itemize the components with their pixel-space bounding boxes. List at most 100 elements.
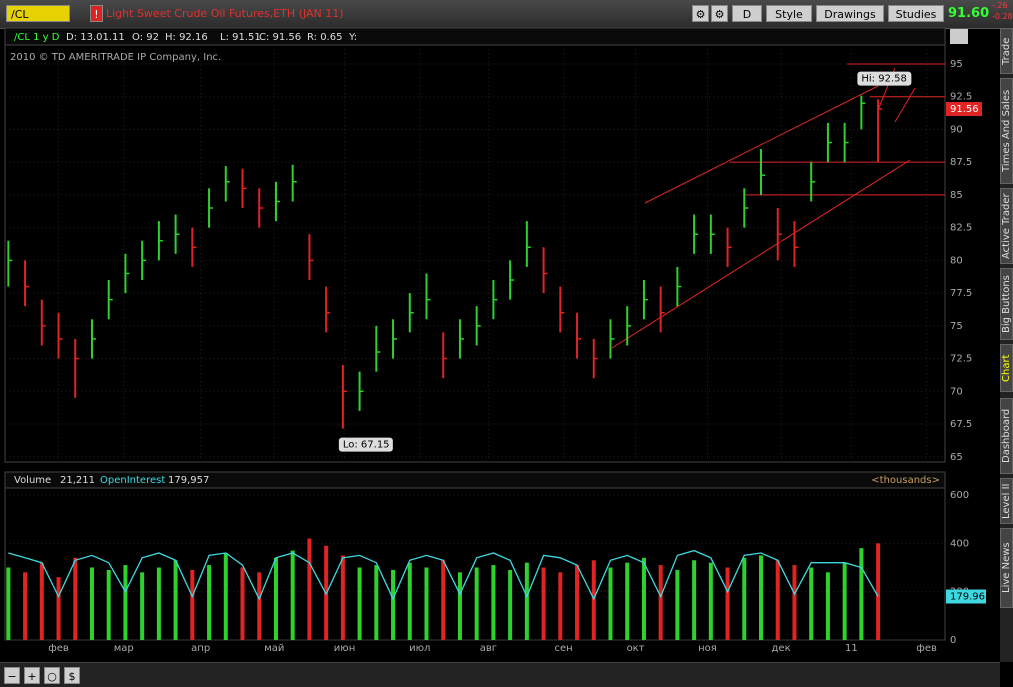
panel-icon[interactable] xyxy=(950,29,968,44)
volume-bar xyxy=(240,567,245,640)
volume-bar xyxy=(424,567,429,640)
volume-bar xyxy=(140,572,145,640)
volume-bar xyxy=(73,557,78,640)
side-tab[interactable]: Active Trader xyxy=(1000,188,1013,264)
alert-icon[interactable]: ! xyxy=(90,5,103,22)
y-tick-label: 72.5 xyxy=(950,354,972,365)
volume-bar xyxy=(156,567,161,640)
y-tick-label: 0 xyxy=(950,635,956,646)
x-tick-label: май xyxy=(264,643,284,654)
period-button[interactable]: D xyxy=(732,5,762,22)
change: -.26 xyxy=(992,1,1008,10)
volume-bar xyxy=(842,562,847,640)
units-label: <thousands> xyxy=(871,475,940,486)
side-tab[interactable]: Level II xyxy=(1000,478,1013,524)
side-tab[interactable]: Times And Sales xyxy=(1000,78,1013,184)
info-field: O: 92 xyxy=(132,32,159,43)
y-tick-label: 75 xyxy=(950,321,963,332)
y-tick-label: 400 xyxy=(950,538,969,549)
volume-bar xyxy=(173,560,178,640)
x-tick-label: окт xyxy=(627,643,645,654)
hi-label: Hi: 92.58 xyxy=(861,74,906,85)
volume-bar xyxy=(742,557,747,640)
volume-bar xyxy=(207,565,212,640)
volume-bar xyxy=(809,567,814,640)
studies-button[interactable]: Studies xyxy=(888,5,944,22)
zoom-button[interactable]: + xyxy=(24,667,40,684)
volume-bar xyxy=(307,538,312,640)
x-tick-label: фев xyxy=(916,643,937,654)
volume-bar xyxy=(257,572,262,640)
last-price: 91.60 xyxy=(948,6,990,21)
info-field: L: 91.51 xyxy=(220,32,261,43)
last-oi-label: 179.96 xyxy=(950,592,985,603)
volume-bar xyxy=(23,572,28,640)
volume-bar xyxy=(190,569,195,640)
y-tick-label: 92.5 xyxy=(950,92,972,103)
volume-bar xyxy=(106,569,111,640)
drawings-button[interactable]: Drawings xyxy=(816,5,884,22)
volume-bar xyxy=(859,548,864,640)
volume-bar xyxy=(825,572,830,640)
volume-bar xyxy=(725,567,730,640)
volume-bar xyxy=(89,567,94,640)
price-panel xyxy=(4,44,946,463)
y-tick-label: 95 xyxy=(950,59,963,70)
last-oi-box xyxy=(946,589,986,604)
tool-icon[interactable]: ⚙ xyxy=(711,5,728,22)
volume-bar xyxy=(39,562,44,640)
side-tab[interactable]: Big Buttons xyxy=(1000,268,1013,340)
volume-bar xyxy=(273,557,278,640)
x-tick-label: июл xyxy=(409,643,430,654)
x-tick-label: мар xyxy=(114,643,134,654)
symbol-description: Light Sweet Crude Oil Futures,ETH (JAN 1… xyxy=(106,7,344,20)
y-tick-label: 85 xyxy=(950,190,963,201)
volume-bar xyxy=(508,569,513,640)
side-tab[interactable]: Dashboard xyxy=(1000,398,1013,474)
symbol-box[interactable]: /CL xyxy=(6,5,70,22)
legend-value: 21,211 xyxy=(60,475,95,486)
volume-bar xyxy=(775,560,780,640)
x-tick-label: авг xyxy=(480,643,497,654)
volume-bar xyxy=(708,562,713,640)
y-tick-label: 87.5 xyxy=(950,157,972,168)
side-tab[interactable]: Live News xyxy=(1000,528,1013,608)
y-tick-label: 80 xyxy=(950,255,963,266)
x-tick-label: фев xyxy=(48,643,69,654)
volume-bar xyxy=(675,569,680,640)
hi-label-box xyxy=(857,71,912,86)
zoom-button[interactable]: − xyxy=(4,667,20,684)
volume-bar xyxy=(407,562,412,640)
volume-bar xyxy=(391,569,396,640)
last-price-label: 91.56 xyxy=(950,104,979,115)
volume-bar xyxy=(876,543,881,640)
info-field: Y: xyxy=(348,32,357,43)
volume-bar xyxy=(558,572,563,640)
volume-bar xyxy=(491,565,496,640)
info-field: /CL 1 y D xyxy=(14,32,60,43)
y-tick-label: 67.5 xyxy=(950,419,972,430)
zoom-button[interactable]: ○ xyxy=(44,667,60,684)
side-tab[interactable]: Chart xyxy=(1000,344,1013,392)
volume-bar xyxy=(608,567,613,640)
info-field: R: 0.65 xyxy=(307,32,342,43)
style-button[interactable]: Style xyxy=(766,5,812,22)
volume-bar xyxy=(123,565,128,640)
side-tab[interactable]: Trade xyxy=(1000,28,1013,74)
volume-bar xyxy=(625,562,630,640)
copyright: 2010 © TD AMERITRADE IP Company, Inc. xyxy=(10,52,221,63)
volume-bar xyxy=(641,557,646,640)
tool-icon[interactable]: ⚙ xyxy=(692,5,709,22)
toolbar: /CL ! Light Sweet Crude Oil Futures,ETH … xyxy=(0,0,1013,29)
volume-bar xyxy=(658,565,663,640)
open-interest-line xyxy=(8,549,879,601)
y-tick-label: 82.5 xyxy=(950,223,972,234)
x-tick-label: июн xyxy=(334,643,355,654)
legend-name: Volume xyxy=(14,475,51,486)
x-tick-label: 11 xyxy=(845,643,858,654)
volume-bar xyxy=(575,565,580,640)
volume-bar xyxy=(374,565,379,640)
lo-label: Lo: 67.15 xyxy=(343,440,390,451)
dollar-button[interactable]: $ xyxy=(64,667,80,684)
volume-bar xyxy=(524,562,529,640)
